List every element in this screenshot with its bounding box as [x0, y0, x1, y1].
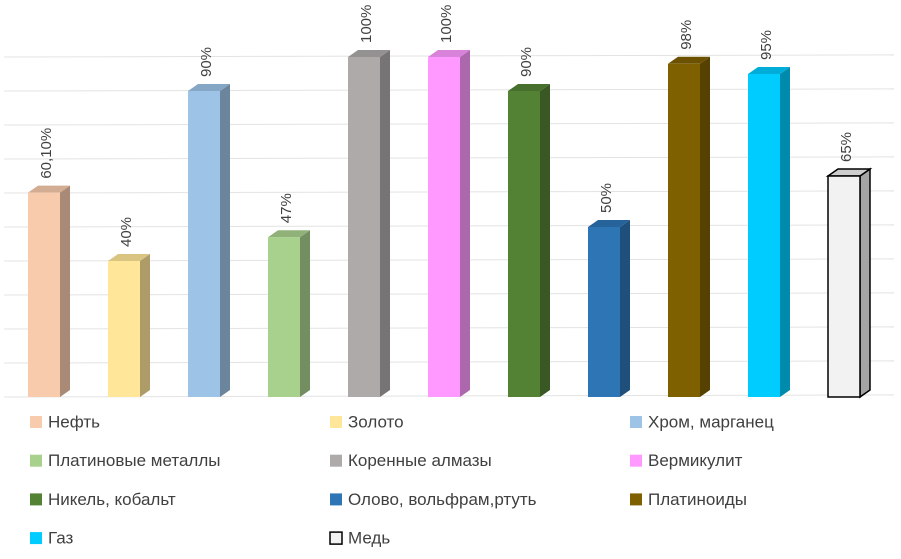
bar-side [700, 56, 710, 398]
bar [668, 63, 700, 398]
value-label: 98% [678, 20, 695, 50]
legend-label: Медь [348, 529, 390, 548]
bar-side [220, 84, 230, 397]
value-label: 95% [758, 30, 775, 60]
bar-top [428, 50, 470, 57]
value-label: 60,10% [38, 128, 55, 179]
value-label: 90% [198, 47, 215, 77]
value-label: 90% [518, 47, 535, 77]
legend-swatch [30, 416, 42, 428]
bar-top [748, 67, 790, 74]
bar [748, 74, 780, 397]
value-label: 100% [358, 5, 375, 43]
legend-label: Платиновые металлы [48, 451, 220, 470]
legend-label: Газ [48, 529, 74, 548]
bar [588, 227, 620, 397]
bar [827, 175, 861, 398]
bar-top [108, 254, 150, 261]
legend-label: Платиноиды [648, 490, 747, 509]
bar [188, 91, 220, 397]
bar-top [268, 230, 310, 238]
legend-label: Олово, вольфрам,ртуть [348, 490, 537, 509]
legend-swatch [330, 493, 342, 506]
bar-side [859, 167, 871, 399]
bar-side [780, 67, 790, 397]
value-label: 47% [278, 193, 295, 223]
bar-side [300, 230, 310, 397]
bar [28, 192, 60, 397]
legend-swatch [330, 416, 342, 428]
legend-label: Коренные алмазы [348, 451, 492, 470]
legend-swatch [30, 532, 42, 545]
value-label: 40% [118, 217, 135, 247]
bar-side [140, 254, 150, 397]
legend-swatch [330, 454, 342, 467]
legend-swatch [30, 454, 42, 467]
value-label: 65% [838, 132, 855, 162]
value-label: 50% [598, 183, 615, 213]
bar-top [348, 50, 390, 57]
bar-side [60, 185, 70, 397]
legend-swatch [630, 416, 642, 428]
bar [108, 261, 140, 397]
bar-side [460, 50, 470, 397]
bar-top [508, 84, 550, 91]
legend-label: Никель, кобальт [48, 490, 176, 509]
bar [268, 237, 300, 397]
legend-label: Хром, марганец [648, 412, 774, 431]
bar-side [540, 84, 550, 397]
legend-swatch [329, 531, 343, 545]
legend-label: Золото [348, 412, 404, 431]
value-label: 100% [438, 5, 455, 43]
legend-swatch [630, 493, 642, 506]
legend-swatch [30, 493, 42, 506]
bar-top [188, 84, 230, 91]
legend-label: Нефть [48, 412, 100, 431]
bar-top [588, 220, 630, 227]
bar-top [28, 185, 70, 193]
bar-top [668, 56, 710, 64]
bar [508, 91, 540, 397]
bar-side [380, 50, 390, 397]
legend-swatch [630, 454, 642, 467]
bar [428, 57, 460, 397]
bar-side [620, 220, 630, 397]
legend-label: Вермикулит [648, 451, 743, 470]
bar [348, 57, 380, 397]
